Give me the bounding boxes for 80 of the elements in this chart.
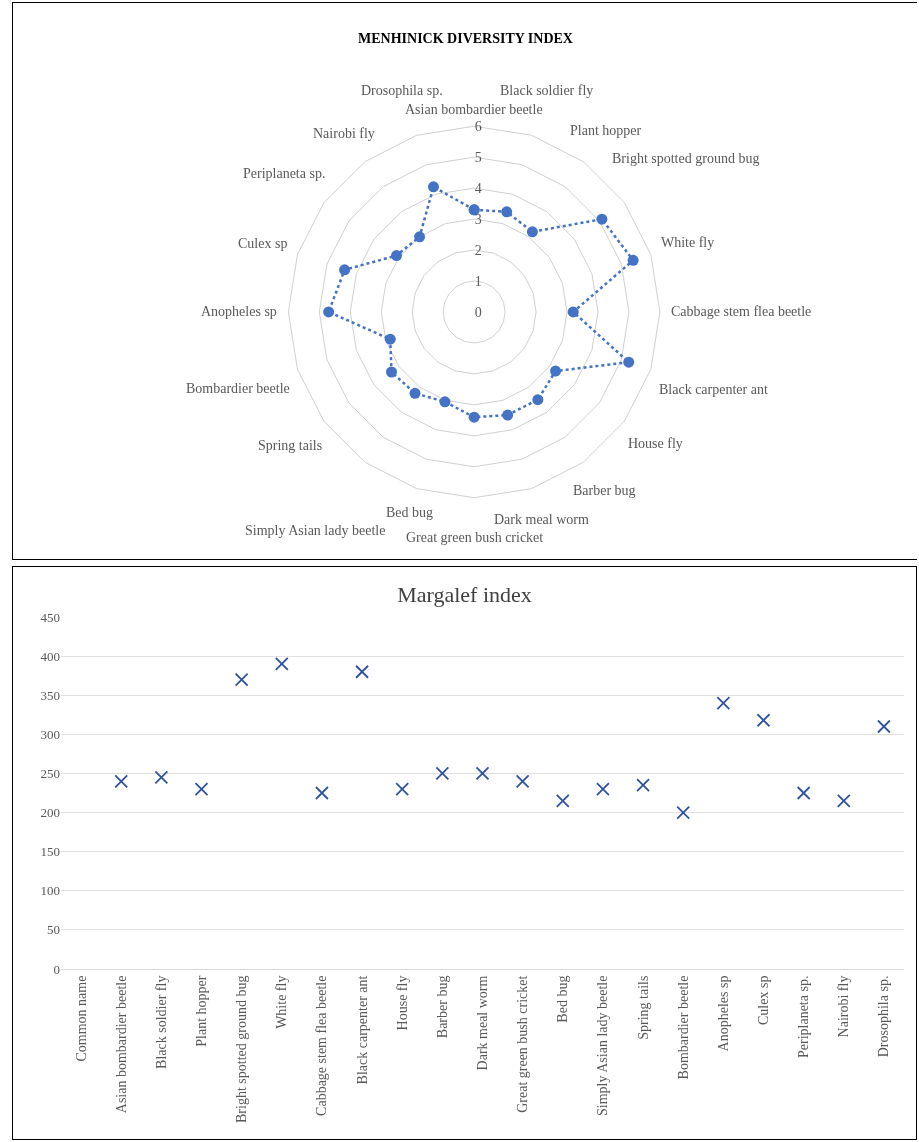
y-tick-label: 1 (474, 273, 482, 289)
spoke-label: Simply Asian lady beetle (245, 523, 386, 538)
point (274, 657, 289, 671)
y-tick-label: 400 (40, 648, 60, 664)
spoke-label: Drosophila sp. (361, 83, 443, 98)
spoke-label: Bombardier beetle (186, 381, 290, 396)
point (676, 805, 691, 820)
spoke-label: Periplaneta sp. (243, 166, 326, 181)
y-tick-label: 2 (474, 242, 482, 258)
point (315, 786, 329, 800)
spoke-label: Bright spotted ground bug (612, 151, 760, 166)
x-tick-label: Common name (73, 975, 89, 1062)
point (877, 719, 891, 734)
spoke-label: House fly (628, 436, 683, 451)
x-tick-label: Dark meal worm (475, 975, 491, 1071)
y-tick-label: 100 (40, 883, 60, 899)
chart-title: MENHINICK DIVERSITY INDEX (358, 31, 573, 47)
spoke-label: Black soldier fly (500, 83, 594, 98)
x-tick-label: Bed bug (555, 975, 571, 1023)
chart-title: Margalef index (397, 582, 532, 608)
x-tick-label: House fly (394, 975, 410, 1031)
spoke-label: Asian bombardier beetle (405, 102, 543, 117)
spoke-label: Anopheles sp (201, 304, 277, 319)
x-tick-label: Bombardier beetle (675, 975, 691, 1080)
point (114, 774, 129, 789)
x-tick-label: Great green bush cricket (515, 975, 531, 1113)
point (475, 766, 490, 781)
spoke-label: Spring tails (258, 438, 323, 453)
x-tick-label: Black carpenter ant (354, 975, 370, 1085)
point (515, 774, 530, 789)
x-tick-label: Bright spotted ground bug (234, 975, 250, 1123)
point (355, 664, 369, 679)
x-tick-label: Simply Asian lady beetle (595, 975, 611, 1116)
x-tick-label: Asian bombardier beetle (113, 975, 129, 1114)
y-tick-label: 5 (474, 149, 482, 165)
point (555, 793, 570, 808)
y-tick-label: 50 (47, 922, 60, 938)
spoke-label: Culex sp (238, 236, 288, 251)
point (596, 782, 610, 796)
x-tick-label: Spring tails (635, 975, 651, 1040)
y-tick-label: 3 (474, 211, 482, 227)
spoke-label: Black carpenter ant (659, 382, 768, 397)
point (234, 672, 249, 687)
x-tick-label: Culex sp (756, 975, 772, 1025)
y-tick-label: 4 (474, 180, 482, 196)
spoke-label: Plant hopper (570, 123, 642, 138)
point (716, 696, 731, 710)
x-tick-label: Nairobi fly (836, 975, 852, 1038)
y-tick-label: 450 (40, 609, 60, 625)
spoke-label: Nairobi fly (313, 126, 375, 141)
point (796, 786, 811, 800)
spoke-label: Cabbage stem flea beetle (671, 304, 812, 319)
x-tick-label: Anopheles sp (715, 975, 731, 1052)
point (154, 770, 169, 785)
y-tick-label: 200 (40, 805, 60, 821)
x-tick-label: White fly (274, 975, 290, 1029)
spoke-label: Dark meal worm (494, 512, 589, 527)
point (435, 766, 450, 781)
x-tick-label: Black soldier fly (153, 975, 169, 1069)
point (836, 793, 851, 808)
y-tick-label: 150 (40, 844, 60, 860)
point (194, 782, 209, 796)
y-tick-label: 350 (40, 687, 60, 703)
spoke-label: White fly (661, 235, 715, 250)
x-tick-label: Drosophila sp. (876, 975, 892, 1058)
spoke-label: Great green bush cricket (406, 530, 544, 545)
spoke-label: Barber bug (573, 483, 636, 498)
point (636, 778, 650, 793)
x-tick-label: Barber bug (434, 975, 450, 1039)
point (395, 782, 410, 796)
spoke-label: Bed bug (386, 505, 434, 520)
y-tick-label: 300 (40, 726, 60, 742)
x-tick-label: Plant hopper (194, 975, 210, 1047)
y-tick-label: 0 (53, 961, 60, 977)
x-tick-label: Periplaneta sp. (796, 975, 812, 1059)
x-tick-label: Cabbage stem flea beetle (314, 975, 330, 1116)
y-tick-label: 0 (474, 304, 482, 320)
y-tick-label: 250 (40, 765, 60, 781)
y-tick-label: 6 (474, 118, 482, 134)
point (756, 713, 771, 728)
